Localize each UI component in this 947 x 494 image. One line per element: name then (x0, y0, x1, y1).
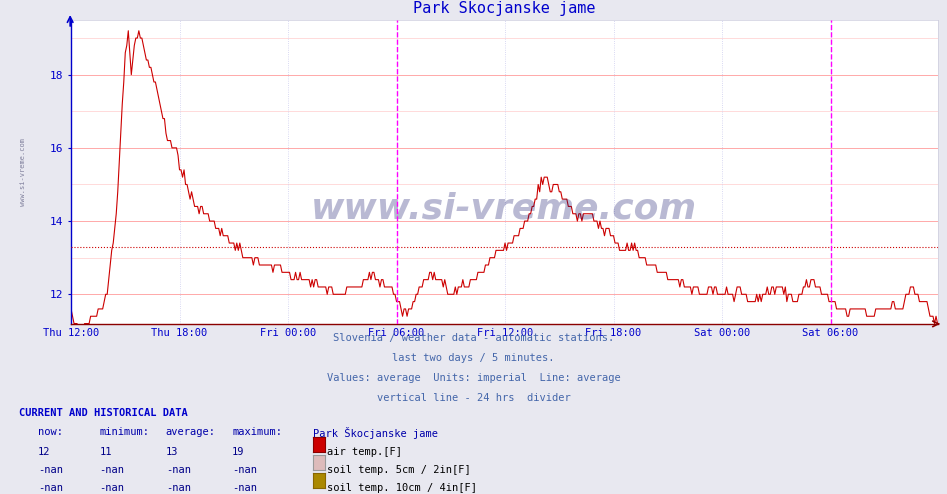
Text: -nan: -nan (38, 483, 63, 493)
Text: maximum:: maximum: (232, 427, 282, 437)
Text: -nan: -nan (99, 483, 124, 493)
Text: minimum:: minimum: (99, 427, 150, 437)
Text: vertical line - 24 hrs  divider: vertical line - 24 hrs divider (377, 393, 570, 403)
Text: -nan: -nan (232, 465, 257, 475)
Text: -nan: -nan (232, 483, 257, 493)
Text: -nan: -nan (99, 465, 124, 475)
Text: last two days / 5 minutes.: last two days / 5 minutes. (392, 353, 555, 363)
Text: Values: average  Units: imperial  Line: average: Values: average Units: imperial Line: av… (327, 373, 620, 383)
Text: 12: 12 (38, 447, 50, 457)
Text: www.si-vreme.com: www.si-vreme.com (312, 191, 697, 225)
Text: CURRENT AND HISTORICAL DATA: CURRENT AND HISTORICAL DATA (19, 408, 188, 417)
Text: average:: average: (166, 427, 216, 437)
Text: now:: now: (38, 427, 63, 437)
Text: 13: 13 (166, 447, 178, 457)
Text: soil temp. 10cm / 4in[F]: soil temp. 10cm / 4in[F] (327, 483, 476, 493)
Title: Park Škocjanske jame: Park Škocjanske jame (413, 0, 596, 16)
Text: -nan: -nan (166, 483, 190, 493)
Text: 19: 19 (232, 447, 244, 457)
Text: www.si-vreme.com: www.si-vreme.com (21, 138, 27, 206)
Text: 11: 11 (99, 447, 112, 457)
Text: -nan: -nan (166, 465, 190, 475)
Text: -nan: -nan (38, 465, 63, 475)
Text: air temp.[F]: air temp.[F] (327, 447, 402, 457)
Text: Park Škocjanske jame: Park Škocjanske jame (313, 427, 438, 439)
Text: Slovenia / weather data - automatic stations.: Slovenia / weather data - automatic stat… (333, 333, 614, 343)
Text: soil temp. 5cm / 2in[F]: soil temp. 5cm / 2in[F] (327, 465, 471, 475)
